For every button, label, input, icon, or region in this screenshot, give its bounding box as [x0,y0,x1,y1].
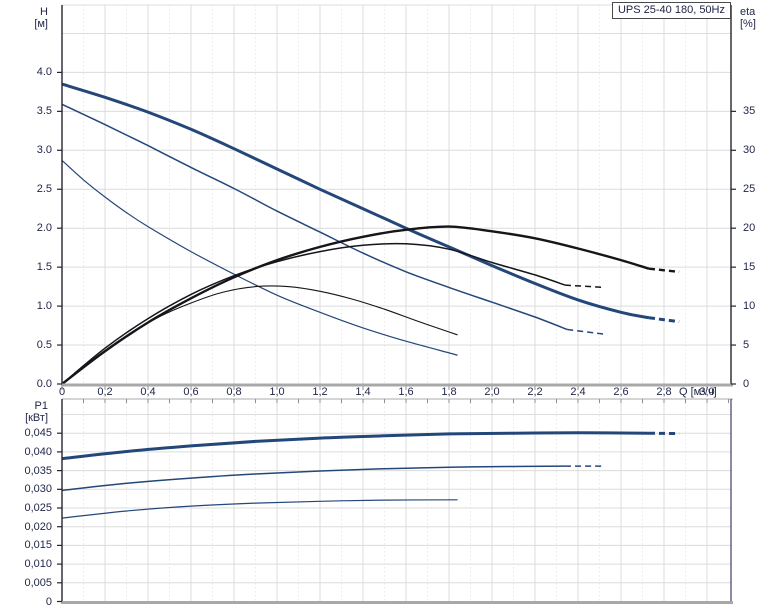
q-axis-tick-label: 1,6 [398,386,414,398]
p1-axis-tick-label: 0,010 [24,558,52,571]
p1-axis-tick-label: 0,040 [24,445,52,458]
p1-axis-tick-label: 0,035 [24,464,52,477]
head-curve-speed3 [61,82,650,320]
head-curve-speed3-dashed-extension [648,316,680,324]
q-axis-tick-label: 2,4 [570,386,586,398]
head-curve-speed2 [61,103,568,331]
eta-axis-unit: [%] [740,18,756,30]
q-axis-tick-label: 1,2 [312,386,328,398]
h-axis-tick-label: 4.0 [36,66,52,79]
q-axis-tick-label: 0,2 [97,386,113,398]
eta-axis-tick-label: 35 [743,105,756,118]
q-axis-tick-label: 2,0 [484,386,500,398]
p1-axis-tick-label: 0,005 [24,576,52,589]
q-axis-tick-label: 0,4 [140,386,156,398]
head-curve-speed2-dashed-extension [567,328,604,335]
eta-curve-speed1 [61,285,458,385]
eta-axis-label: eta [%] [740,6,756,30]
h-axis-tick-label: 0.0 [36,378,52,390]
p1-axis-unit: [кВт] [25,412,48,424]
h-axis-label: H [м] [4,6,48,30]
power-curve-speed1 [61,499,458,519]
power-curve-speed3 [61,431,650,461]
q-axis-tick-label: 1,8 [441,386,457,398]
q-axis-tick-label: 3,0 [699,386,715,398]
eta-axis-tick-label: 5 [743,339,750,352]
eta-axis-tick-label: 20 [743,222,756,235]
p1-axis-label: P1 [кВт] [4,400,48,424]
h-axis-name: H [40,6,48,18]
head-curve-speed1 [61,159,458,356]
eta-axis-tick-label: 15 [743,261,756,274]
q-axis-tick-label: 0 [58,386,66,398]
p1-axis-tick-label: 0,030 [24,483,52,496]
eta-axis-tick-label: 0 [743,378,750,390]
h-axis-tick-label: 3.5 [36,105,52,118]
q-axis-tick-label: 0,6 [183,386,199,398]
eta-axis-tick-label: 10 [743,300,756,313]
eta-axis-tick-label: 25 [743,183,756,196]
p1-axis-tick-label: 0,015 [24,539,52,552]
q-axis-tick-label: 0,8 [226,386,242,398]
p1-axis-tick-label: 0,025 [24,502,52,514]
h-axis-tick-label: 0.5 [36,339,52,352]
eta-axis-tick-label: 30 [743,144,756,157]
q-axis-tick-label: 2,8 [656,386,672,398]
eta-curve-speed2-dashed-extension [565,284,604,289]
h-axis-tick-label: 3.0 [36,144,52,157]
h-axis-tick-label: 2.5 [36,183,52,196]
h-axis-tick-label: 2.0 [36,222,52,235]
chart-title: UPS 25-40 180, 50Hz [611,2,731,19]
q-axis-tick-label: 1,0 [269,386,285,398]
eta-curve-speed2 [61,242,566,385]
power-curve-speed2 [61,465,566,492]
eta-curve-speed3 [61,225,650,385]
eta-curve-speed3-dashed-extension [648,267,680,273]
p1-axis-tick-label: 0,045 [24,427,52,440]
q-axis-tick-label: 1,4 [355,386,371,398]
h-axis-unit: [м] [34,18,48,30]
q-axis-tick-label: 2,2 [527,386,543,398]
q-axis-label: Q [м³/ч] [679,386,717,398]
q-axis-tick-label: 2,6 [613,386,629,398]
p1-axis-tick-label: 0 [45,595,52,608]
eta-axis-name: eta [740,6,756,18]
p1-axis-tick-label: 0,020 [24,520,52,533]
h-axis-tick-label: 1.0 [36,300,52,313]
p1-axis-name: P1 [34,400,48,412]
h-axis-tick-label: 1.5 [36,261,52,274]
